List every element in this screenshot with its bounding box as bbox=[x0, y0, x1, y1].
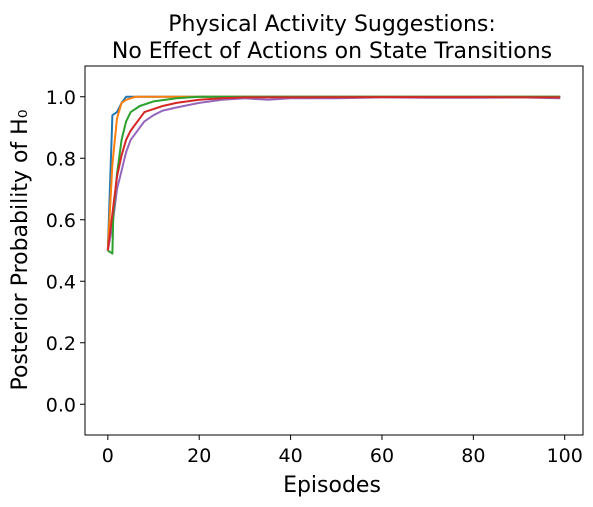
y-tick-label: 0.6 bbox=[46, 210, 76, 232]
y-tick-label: 0.8 bbox=[46, 148, 76, 170]
x-tick-label: 100 bbox=[547, 445, 583, 467]
y-tick-label: 0.4 bbox=[46, 271, 76, 293]
chart-title-line-1: Physical Activity Suggestions: bbox=[168, 12, 496, 37]
series-line-4 bbox=[107, 95, 561, 255]
series-line-2 bbox=[106, 95, 561, 251]
x-tick-label: 80 bbox=[461, 445, 485, 467]
y-axis-label: Posterior Probability of H₀ bbox=[8, 109, 33, 390]
x-axis-ticks: 0 20 40 60 80 100 bbox=[102, 435, 583, 467]
y-axis-ticks: 0.0 0.2 0.4 0.6 0.8 1.0 bbox=[46, 87, 85, 416]
x-tick-label: 20 bbox=[187, 445, 211, 467]
x-tick-label: 60 bbox=[370, 445, 394, 467]
series-layer bbox=[106, 95, 561, 255]
series-line-1 bbox=[106, 95, 561, 251]
series-line-5 bbox=[106, 96, 561, 251]
plot-frame bbox=[84, 65, 584, 436]
x-axis-label: Episodes bbox=[283, 473, 381, 498]
series-line-3 bbox=[106, 96, 561, 251]
y-tick-label: 0.2 bbox=[46, 333, 76, 355]
y-tick-label: 0.0 bbox=[46, 394, 76, 416]
x-tick-label: 40 bbox=[279, 445, 303, 467]
y-tick-label: 1.0 bbox=[46, 87, 76, 109]
chart-title-line-2: No Effect of Actions on State Transition… bbox=[112, 39, 552, 64]
x-tick-label: 0 bbox=[102, 445, 114, 467]
